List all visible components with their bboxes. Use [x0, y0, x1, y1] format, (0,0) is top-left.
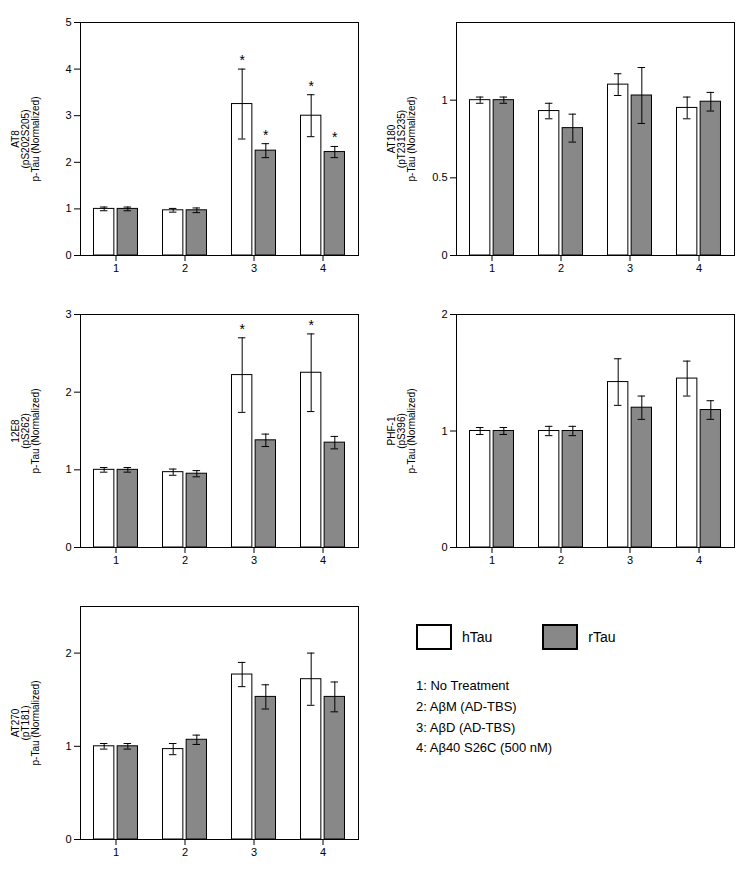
- svg-text:1: 1: [113, 846, 119, 858]
- svg-text:5: 5: [65, 16, 71, 28]
- svg-text:2: 2: [65, 647, 71, 659]
- svg-text:1: 1: [441, 425, 447, 437]
- svg-text:12E8(pS262)p-Tau (Normalized): 12E8(pS262)p-Tau (Normalized): [10, 388, 41, 473]
- svg-text:3: 3: [627, 262, 633, 274]
- svg-text:2: 2: [182, 846, 188, 858]
- svg-text:2: 2: [558, 262, 564, 274]
- svg-text:4: 4: [696, 262, 702, 274]
- svg-text:0: 0: [65, 833, 71, 845]
- svg-text:3: 3: [251, 846, 257, 858]
- svg-text:2: 2: [182, 554, 188, 566]
- svg-text:*: *: [308, 317, 314, 333]
- svg-text:3: 3: [65, 308, 71, 320]
- svg-text:2: 2: [65, 386, 71, 398]
- svg-text:2: 2: [65, 156, 71, 168]
- svg-text:1: 1: [489, 554, 495, 566]
- svg-text:1: 1: [113, 262, 119, 274]
- svg-text:*: *: [263, 127, 269, 143]
- svg-text:0: 0: [441, 249, 447, 261]
- svg-text:4: 4: [320, 554, 326, 566]
- svg-text:AT8(pS202S205)p-Tau (Normalize: AT8(pS202S205)p-Tau (Normalized): [10, 96, 41, 181]
- svg-text:4: 4: [320, 846, 326, 858]
- svg-text:0: 0: [65, 541, 71, 553]
- svg-text:1: 1: [65, 463, 71, 475]
- svg-text:3: 3: [65, 109, 71, 121]
- svg-text:2: 2: [558, 554, 564, 566]
- html-text:hTau: hTau: [462, 629, 493, 645]
- svg-text:0: 0: [441, 541, 447, 553]
- svg-text:AT270(pT181)p-Tau (Normalized): AT270(pT181)p-Tau (Normalized): [10, 680, 41, 765]
- svg-text:4: 4: [320, 262, 326, 274]
- svg-text:PHF-1(pS396)p-Tau (Normalized): PHF-1(pS396)p-Tau (Normalized): [386, 388, 417, 473]
- svg-text:2: 2: [441, 308, 447, 320]
- svg-text:1: 1: [441, 94, 447, 106]
- html-text:rTau: rTau: [588, 629, 616, 645]
- html-text:1: No Treatment 2: AβM (AD-TBS: 1: No Treatment 2: AβM (AD-TBS) 3: AβD (…: [416, 678, 553, 756]
- svg-text:1: 1: [113, 554, 119, 566]
- svg-text:0.5: 0.5: [432, 171, 447, 183]
- svg-text:1: 1: [489, 262, 495, 274]
- svg-text:AT180(pT231S235)p-Tau (Normali: AT180(pT231S235)p-Tau (Normalized): [386, 96, 417, 181]
- svg-text:*: *: [332, 129, 338, 145]
- svg-text:0: 0: [65, 249, 71, 261]
- svg-text:3: 3: [251, 262, 257, 274]
- svg-text:2: 2: [182, 262, 188, 274]
- svg-text:*: *: [239, 52, 245, 68]
- svg-text:1: 1: [65, 740, 71, 752]
- svg-text:*: *: [308, 78, 314, 94]
- svg-text:4: 4: [65, 63, 71, 75]
- svg-text:4: 4: [696, 554, 702, 566]
- svg-text:*: *: [239, 321, 245, 337]
- svg-text:3: 3: [627, 554, 633, 566]
- svg-text:1: 1: [65, 202, 71, 214]
- svg-text:3: 3: [251, 554, 257, 566]
